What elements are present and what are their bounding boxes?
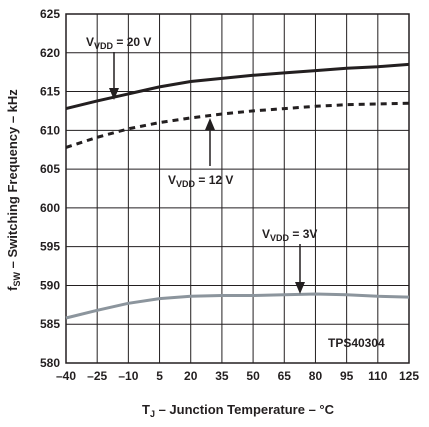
x-tick-label: 125: [399, 369, 419, 383]
label-3v: VVDD = 3V: [262, 227, 317, 243]
y-tick-label: 600: [40, 201, 60, 215]
label-12v: VVDD = 12 V: [168, 173, 233, 189]
x-tick-label: 35: [215, 369, 229, 383]
arrow-12v: [205, 118, 215, 166]
y-tick-label: 610: [40, 123, 60, 137]
y-ticks: 580 585 590 595 600 605 610 615 620 625: [40, 7, 60, 370]
y-tick-label: 580: [40, 356, 60, 370]
y-tick-label: 595: [40, 240, 60, 254]
x-tick-label: 65: [278, 369, 292, 383]
y-tick-label: 615: [40, 85, 60, 99]
y-tick-label: 620: [40, 46, 60, 60]
part-label: TPS40304: [328, 336, 385, 350]
series-lines: [65, 62, 410, 320]
plot-frame: [65, 13, 410, 364]
x-tick-label: –25: [87, 369, 107, 383]
x-tick-label: 95: [340, 369, 354, 383]
x-axis-title: TJ – Junction Temperature – °C: [142, 402, 335, 419]
y-tick-label: 625: [40, 7, 60, 21]
arrow-20v: [109, 52, 119, 100]
x-ticks: –40 –25 –10 5 20 35 50 65 80 95 110 125: [56, 369, 419, 383]
arrow-3v: [295, 244, 305, 294]
x-tick-label: 80: [309, 369, 323, 383]
series-line-3v: [65, 292, 410, 320]
x-tick-label: –10: [118, 369, 138, 383]
series-line-12v: [65, 101, 410, 149]
y-tick-label: 585: [40, 317, 60, 331]
grid: [65, 13, 410, 364]
y-tick-label: 605: [40, 162, 60, 176]
series-line-20v: [65, 62, 410, 111]
x-tick-label: 50: [246, 369, 260, 383]
x-tick-label: 5: [156, 369, 163, 383]
x-tick-label: 20: [184, 369, 198, 383]
y-tick-label: 590: [40, 278, 60, 292]
annotation-arrows: [109, 52, 305, 294]
x-tick-label: –40: [56, 369, 76, 383]
x-tick-label: 110: [368, 369, 388, 383]
label-20v: VVDD = 20 V: [86, 35, 151, 51]
y-axis-title: fSW – Switching Frequency – kHz: [5, 89, 22, 291]
